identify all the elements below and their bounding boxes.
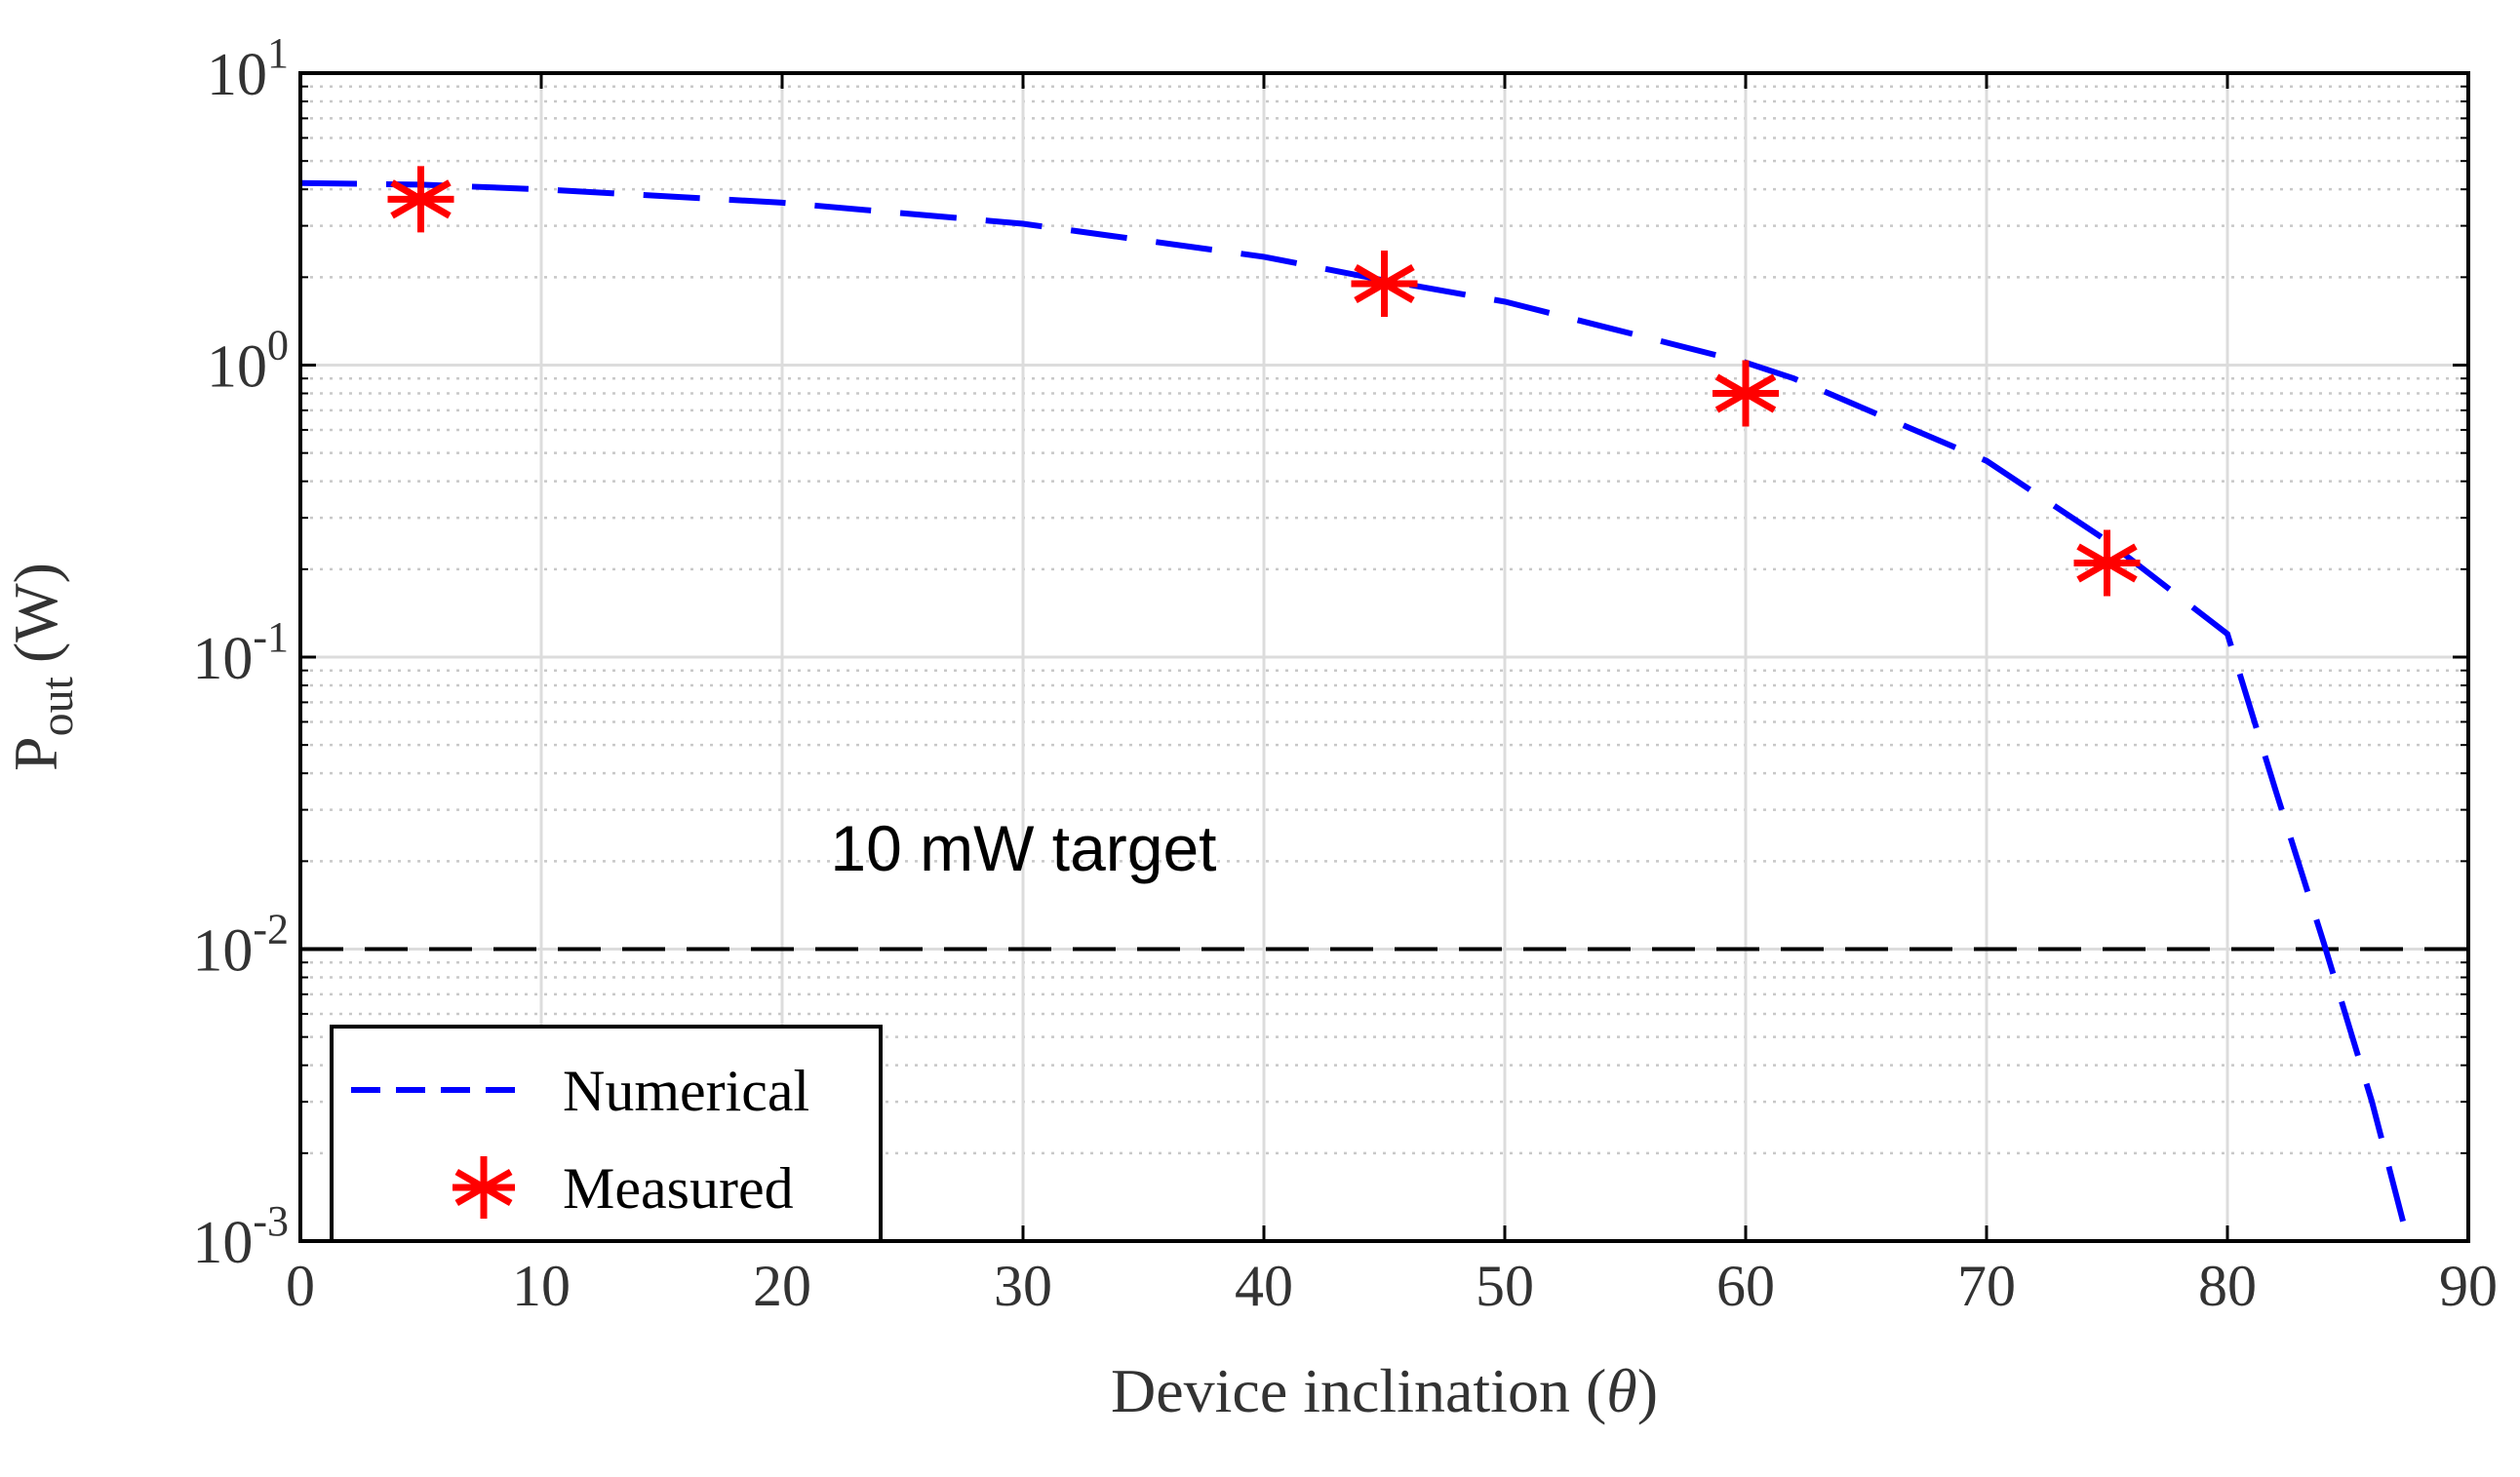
y-tick-label: 101: [207, 29, 289, 108]
x-tick-label: 20: [753, 1254, 811, 1318]
measured-point: [1713, 360, 1779, 427]
y-tick-labels: 101 100 10-1 10-2 10-3: [192, 29, 289, 1276]
x-tick-labels: 0 10 20 30 40 50 60 70 80 90: [286, 1254, 2498, 1318]
y-tick-label: 10-3: [192, 1197, 289, 1276]
target-reference-label: 10 mW target: [830, 812, 1216, 884]
series-layer: [299, 166, 2412, 1242]
legend-box: [330, 1025, 883, 1243]
x-tick-label: 50: [1476, 1254, 1534, 1318]
x-tick-label: 40: [1235, 1254, 1293, 1318]
x-tick-label: 80: [2198, 1254, 2257, 1318]
y-tick-label: 100: [207, 322, 289, 401]
legend-label-numerical: Numerical: [563, 1059, 809, 1123]
target-reference: 10 mW target: [300, 812, 2468, 952]
measured-series-points: [387, 166, 2141, 597]
legend-measured-marker-sample: [453, 1156, 515, 1219]
y-tick-label: 10-2: [192, 906, 289, 985]
x-tick-label: 90: [2439, 1254, 2498, 1318]
x-tick-label: 10: [512, 1254, 571, 1318]
measured-point: [1351, 251, 1418, 318]
legend-asterisk: [453, 1156, 515, 1219]
y-axis-label: Pout(W): [1, 563, 83, 771]
measured-point: [2073, 529, 2141, 597]
y-tick-label: 10-1: [192, 613, 289, 692]
legend-label-measured: Measured: [563, 1156, 794, 1221]
legend: Numerical Measured: [330, 1025, 883, 1243]
measured-point: [387, 166, 454, 233]
x-tick-label: 60: [1716, 1254, 1775, 1318]
x-tick-label: 0: [286, 1254, 315, 1318]
x-tick-label: 70: [1957, 1254, 2016, 1318]
x-tick-label: 30: [994, 1254, 1052, 1318]
x-axis-label: Device inclination (θ): [1111, 1356, 1658, 1425]
